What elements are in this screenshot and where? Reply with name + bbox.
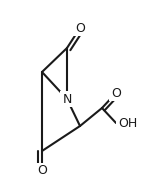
Text: OH: OH — [118, 117, 137, 130]
Text: O: O — [75, 22, 85, 34]
Text: O: O — [111, 87, 121, 99]
Text: O: O — [37, 165, 47, 177]
Text: N: N — [62, 93, 72, 105]
